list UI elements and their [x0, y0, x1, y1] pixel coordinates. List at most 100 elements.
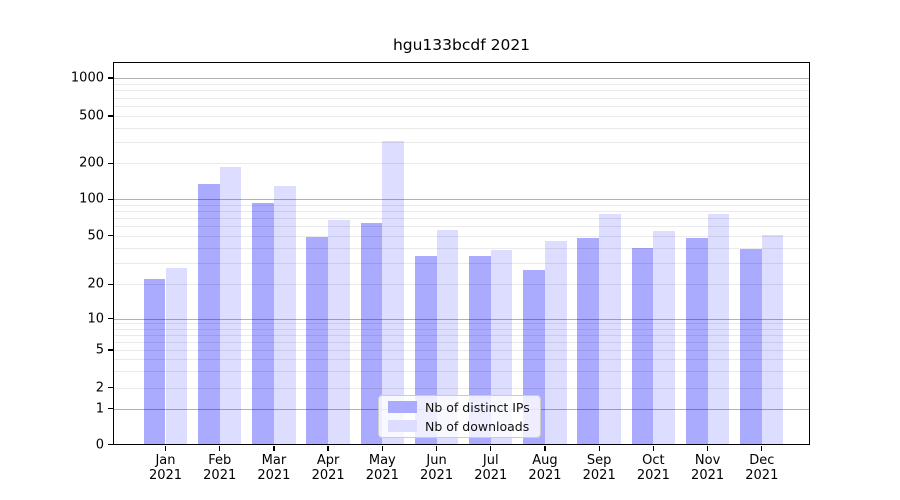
- gridline-major: [113, 78, 810, 80]
- y-tick-mark: [108, 443, 113, 446]
- bar-distinct-ips: [306, 236, 329, 445]
- legend-item-downloads: Nb of downloads: [379, 418, 540, 435]
- y-tick-label: 200: [79, 155, 104, 171]
- y-tick-label: 0: [95, 437, 104, 452]
- bar-distinct-ips: [360, 222, 383, 445]
- gridline-minor: [113, 235, 810, 237]
- x-tick-label: Aug 2021: [528, 452, 562, 484]
- x-tick-label: Jun 2021: [420, 452, 454, 484]
- x-tick-mark: [219, 445, 221, 451]
- x-tick-mark: [706, 445, 709, 451]
- gridline-minor: [113, 142, 810, 144]
- gridline-major: [113, 318, 810, 320]
- bar-downloads: [328, 219, 350, 445]
- bar-distinct-ips: [577, 237, 600, 445]
- x-tick-mark: [652, 445, 655, 451]
- legend-swatch-distinct-ips: [388, 400, 417, 414]
- bar-distinct-ips: [685, 237, 708, 445]
- gridline-minor: [113, 83, 810, 85]
- y-tick-mark: [108, 386, 113, 389]
- y-tick-label: 2: [95, 380, 104, 395]
- gridline-minor: [113, 90, 810, 92]
- y-tick-label: 20: [87, 276, 104, 292]
- bar-downloads: [273, 185, 296, 445]
- y-tick-mark: [108, 349, 113, 351]
- x-tick-mark: [544, 445, 546, 451]
- bar-downloads: [382, 140, 405, 445]
- x-tick-label: Oct 2021: [636, 452, 670, 484]
- y-tick-mark: [108, 77, 113, 79]
- x-tick-mark: [273, 445, 275, 451]
- gridline-minor: [113, 163, 810, 165]
- x-tick-mark: [761, 445, 763, 451]
- gridline-minor: [113, 350, 810, 351]
- y-tick-label: 50: [87, 228, 104, 244]
- legend-label-downloads: Nb of downloads: [425, 418, 530, 434]
- gridline-minor: [113, 370, 810, 372]
- gridline-minor: [113, 106, 810, 107]
- x-tick-mark: [490, 445, 492, 451]
- bar-downloads: [219, 166, 242, 445]
- x-tick-label: Jul 2021: [474, 452, 508, 484]
- gridline-minor: [113, 247, 810, 249]
- gridline-minor: [113, 328, 810, 330]
- x-tick-label: Jan 2021: [148, 452, 183, 484]
- gridline-major: [113, 199, 810, 201]
- bar-downloads: [761, 234, 784, 445]
- bar-distinct-ips: [740, 248, 762, 445]
- y-tick-mark: [108, 162, 113, 164]
- gridline-minor: [113, 226, 810, 228]
- y-tick-label: 1: [95, 401, 104, 416]
- bar-downloads: [544, 241, 567, 445]
- bar-downloads: [599, 214, 621, 445]
- legend-item-distinct-ips: Nb of distinct IPs: [379, 399, 540, 416]
- x-tick-mark: [435, 445, 438, 451]
- bar-downloads: [653, 230, 676, 445]
- x-tick-label: Apr 2021: [311, 452, 345, 484]
- gridline-minor: [113, 334, 810, 336]
- gridline-minor: [113, 204, 810, 206]
- gridline-minor: [113, 218, 810, 220]
- y-tick-label: 100: [79, 191, 104, 207]
- bar-distinct-ips: [143, 279, 166, 445]
- bar-distinct-ips: [631, 247, 654, 445]
- bar-downloads: [707, 213, 730, 445]
- legend-swatch-downloads: [388, 419, 417, 433]
- x-tick-label: May 2021: [365, 452, 399, 484]
- y-tick-label: 10: [87, 311, 104, 326]
- bar-downloads: [165, 268, 188, 445]
- x-tick-label: Mar 2021: [257, 452, 291, 484]
- gridline-minor: [113, 284, 810, 286]
- y-tick-mark: [108, 198, 113, 200]
- y-tick-label: 500: [79, 108, 104, 124]
- bar-downloads: [436, 229, 459, 445]
- x-tick-label: Feb 2021: [203, 452, 237, 484]
- x-tick-label: Dec 2021: [745, 452, 779, 484]
- x-tick-mark: [327, 445, 329, 451]
- gridline-minor: [113, 97, 810, 99]
- gridline-minor: [113, 341, 810, 343]
- y-tick-mark: [108, 317, 113, 320]
- gridline-minor: [113, 323, 810, 325]
- gridline-minor: [113, 359, 810, 361]
- gridline-minor: [113, 387, 810, 389]
- y-tick-label: 1000: [70, 70, 104, 86]
- legend-label-distinct-ips: Nb of distinct IPs: [425, 399, 530, 415]
- x-tick-mark: [164, 445, 167, 451]
- y-tick-mark: [108, 235, 113, 237]
- y-tick-label: 5: [95, 342, 104, 358]
- x-tick-mark: [598, 445, 600, 451]
- gridline-minor: [113, 116, 810, 117]
- bar-distinct-ips: [252, 202, 274, 445]
- gridline-minor: [113, 127, 810, 129]
- y-tick-mark: [108, 283, 113, 285]
- gridline-minor: [113, 262, 810, 264]
- x-tick-mark: [381, 445, 383, 451]
- x-tick-label: Sep 2021: [582, 452, 616, 484]
- chart-title: hgu133bcdf 2021: [392, 36, 531, 54]
- y-tick-mark: [108, 115, 113, 117]
- y-tick-mark: [108, 407, 113, 410]
- bar-distinct-ips: [198, 184, 220, 445]
- legend: Nb of distinct IPs Nb of downloads: [378, 395, 541, 438]
